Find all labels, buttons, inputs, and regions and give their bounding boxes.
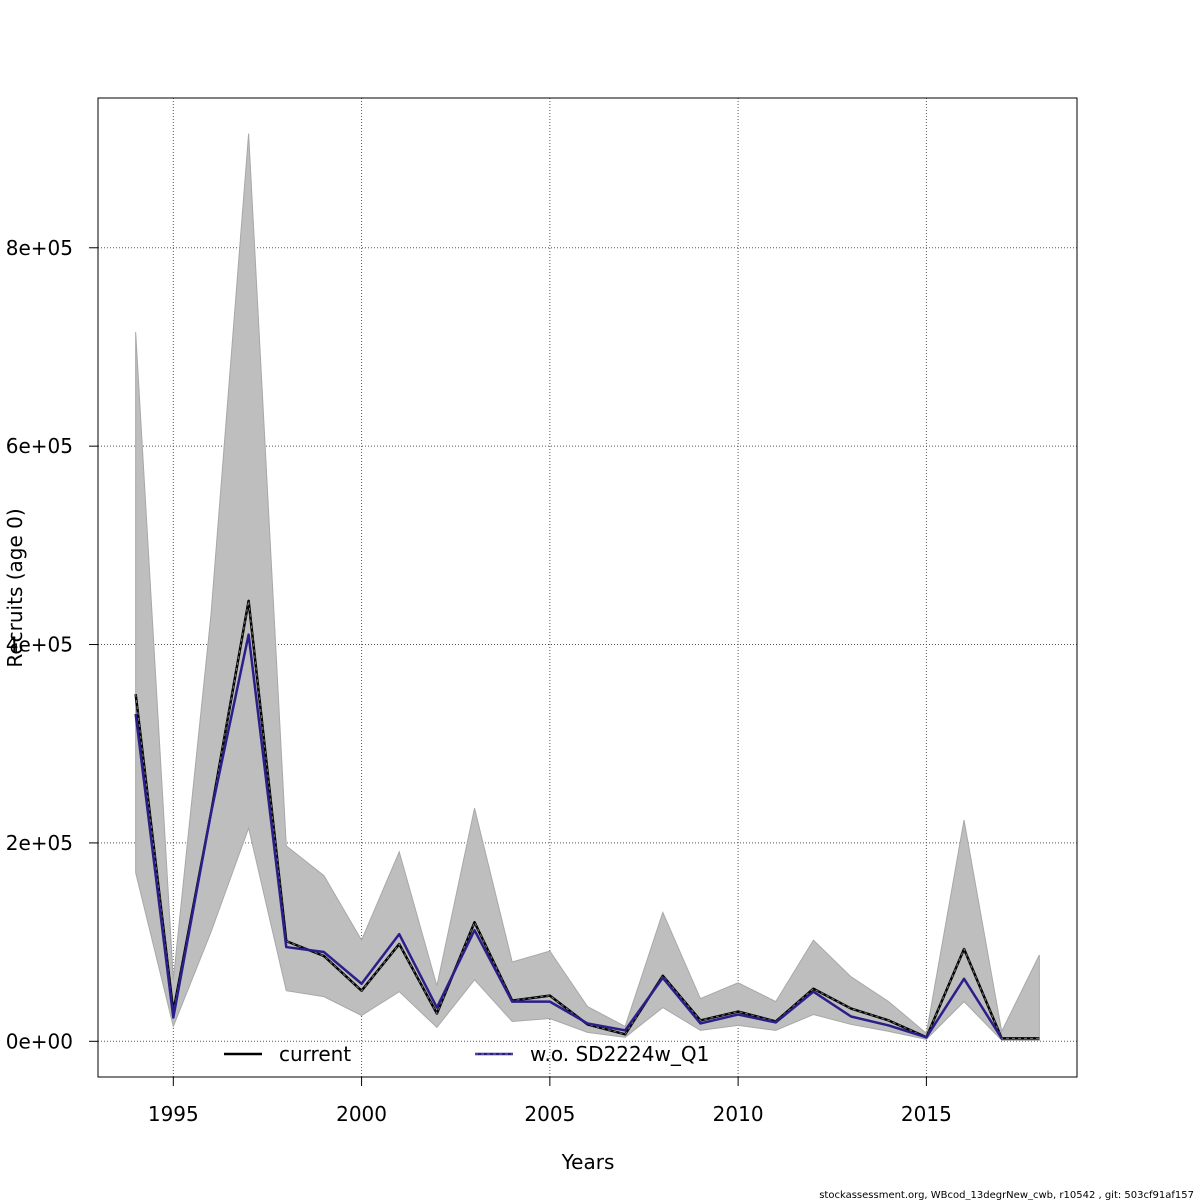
x-tick-label-2015: 2015 xyxy=(901,1102,952,1126)
x-tick-label-2005: 2005 xyxy=(524,1102,575,1126)
y-tick-label-1: 2e+05 xyxy=(6,831,73,855)
x-axis: 1995 2000 2005 2010 2015 xyxy=(148,1077,952,1126)
grid xyxy=(98,98,1077,1077)
y-axis-title: Recruits (age 0) xyxy=(3,508,27,667)
y-tick-label-3: 6e+05 xyxy=(6,434,73,458)
y-tick-label-4: 8e+05 xyxy=(6,236,73,260)
series-line-current-dash xyxy=(135,600,1040,1039)
confidence-band xyxy=(135,133,1040,1041)
plot-frame xyxy=(97,97,1078,1078)
y-tick-label-0: 0e+00 xyxy=(6,1029,73,1053)
legend-label-current: current xyxy=(279,1042,351,1066)
confidence-band-layer xyxy=(135,133,1040,1041)
legend: current w.o. SD2224w_Q1 xyxy=(224,1042,709,1066)
legend-label-wo-sd2224w-q1: w.o. SD2224w_Q1 xyxy=(530,1042,709,1066)
x-tick-label-2000: 2000 xyxy=(336,1102,387,1126)
x-tick-label-1995: 1995 xyxy=(148,1102,199,1126)
x-axis-title: Years xyxy=(561,1150,615,1174)
x-tick-label-2010: 2010 xyxy=(713,1102,764,1126)
footer-text: stockassessment.org, WBcod_13degrNew_cwb… xyxy=(819,1190,1194,1200)
series-line-wo-sd2224w-q1 xyxy=(134,633,1003,1039)
y-axis: 0e+00 2e+05 4e+05 6e+05 8e+05 xyxy=(6,236,98,1053)
series-layer xyxy=(134,599,1040,1040)
y-tick-label-2: 4e+05 xyxy=(6,633,73,657)
